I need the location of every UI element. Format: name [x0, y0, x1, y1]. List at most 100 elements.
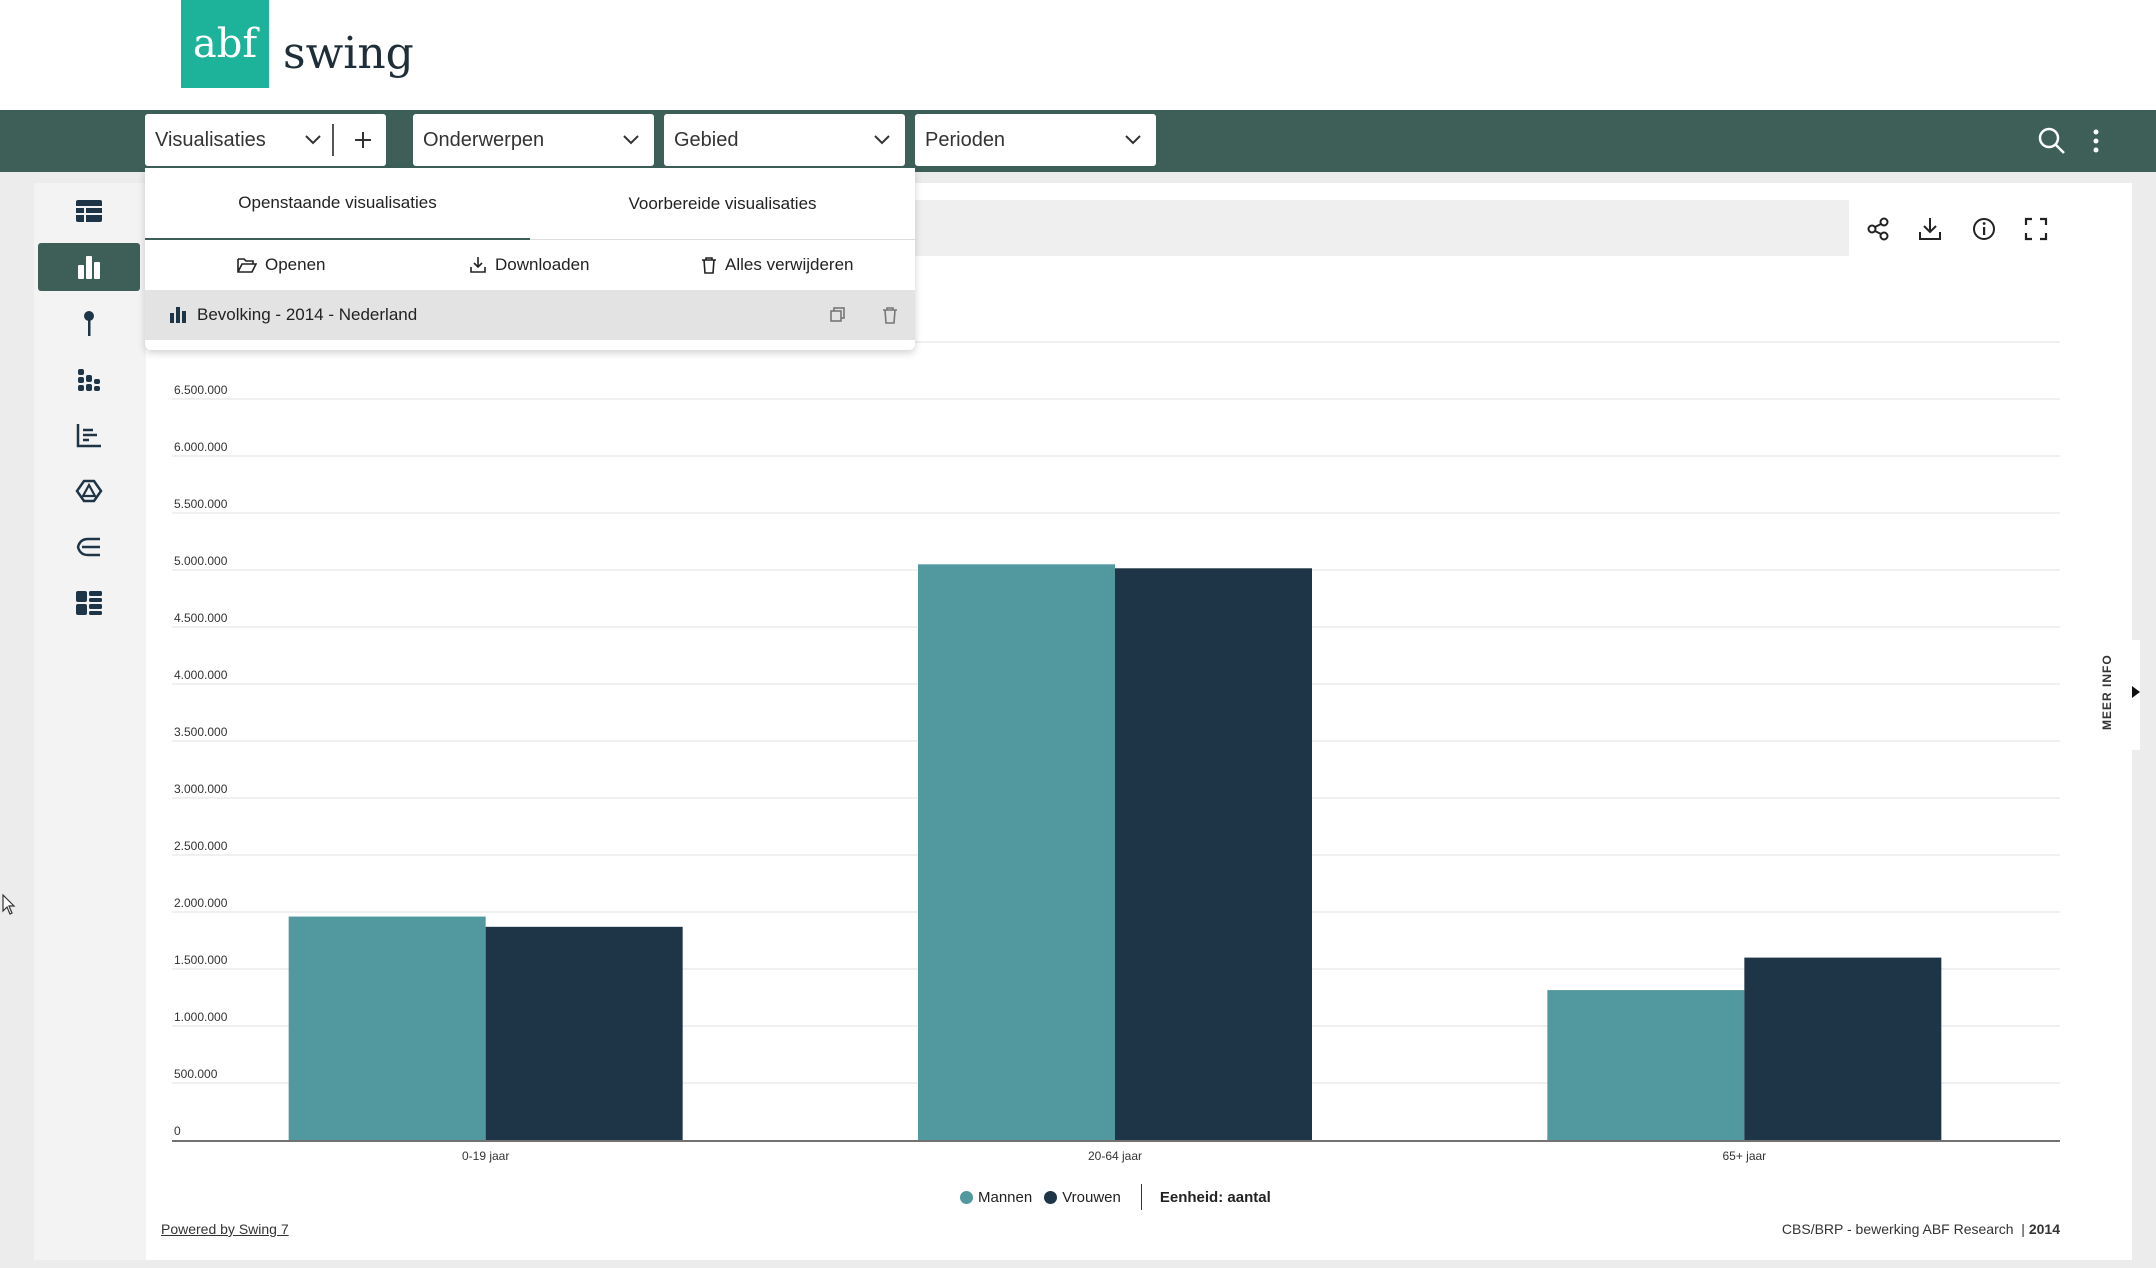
mouse-cursor-icon [2, 894, 16, 915]
bar-vrouwen-1 [1115, 568, 1312, 1140]
popup-actions: Openen Downloaden Alles verwijderen [145, 240, 915, 290]
search-icon[interactable] [2036, 125, 2068, 157]
sidebar-item-map[interactable] [38, 299, 140, 347]
sidebar-item-triangle[interactable] [38, 467, 140, 515]
source-year: 2014 [2028, 1221, 2060, 1237]
powered-by-link[interactable]: Powered by Swing 7 [161, 1221, 289, 1237]
legend-item-vrouwen[interactable]: Vrouwen [1044, 1189, 1121, 1206]
trash-icon[interactable] [879, 304, 901, 326]
download-icon[interactable] [1916, 215, 1944, 243]
y-tick-label: 1.500.000 [174, 953, 228, 967]
meer-info-label: MEER INFO [2100, 654, 2114, 730]
legend-swatch-mannen [960, 1190, 973, 1204]
meer-info-tab[interactable]: MEER INFO [2096, 640, 2140, 750]
bar-chart-icon [170, 307, 186, 323]
stacked-bar-icon [78, 369, 100, 391]
y-tick-label: 5.500.000 [174, 497, 228, 511]
visualisation-type-sidebar [34, 183, 146, 1260]
x-tick-label: 65+ jaar [1722, 1149, 1766, 1163]
y-tick-label: 2.000.000 [174, 896, 228, 910]
perioden-dropdown[interactable]: Perioden [915, 114, 1156, 166]
open-label: Openen [265, 255, 326, 274]
add-visualisation-button[interactable] [345, 122, 381, 158]
sidebar-item-stacked-bar[interactable] [38, 355, 140, 403]
sidebar-item-sankey[interactable] [38, 523, 140, 571]
bar-mannen-1 [918, 564, 1115, 1140]
gebied-dropdown[interactable]: Gebied [664, 114, 905, 166]
app-header: abf swing [0, 0, 2156, 110]
y-tick-label: 3.000.000 [174, 782, 228, 796]
more-vert-icon[interactable] [2080, 125, 2112, 157]
sidebar-item-line-chart[interactable] [38, 411, 140, 459]
download-icon [470, 257, 486, 273]
y-tick-label: 4.500.000 [174, 611, 228, 625]
gebied-label: Gebied [674, 128, 739, 151]
x-tick-label: 0-19 jaar [462, 1149, 509, 1163]
logo-mark: abf [192, 21, 258, 67]
chevron-down-icon [874, 135, 890, 145]
visualisation-title-bar[interactable] [905, 200, 1849, 256]
chevron-down-icon [1125, 135, 1141, 145]
y-tick-label: 4.000.000 [174, 668, 228, 682]
bar-mannen-2 [1547, 990, 1745, 1140]
bar-chart-icon [78, 256, 100, 279]
visualisaties-popup: Openstaande visualisaties Voorbereide vi… [145, 168, 915, 350]
legend-label-vrouwen: Vrouwen [1062, 1188, 1121, 1206]
tab-openstaande[interactable]: Openstaande visualisaties [145, 168, 530, 240]
logo-text: swing [283, 28, 414, 79]
sidebar-item-dashboard[interactable] [38, 579, 140, 627]
download-label: Downloaden [495, 255, 590, 274]
open-button[interactable]: Openen [237, 240, 326, 290]
legend-swatch-vrouwen [1044, 1190, 1058, 1204]
delete-all-label: Alles verwijderen [725, 255, 854, 274]
chart-legend: Mannen Vrouwen Eenheid: aantal [960, 1184, 1271, 1210]
table-icon [76, 200, 102, 222]
sankey-icon [76, 537, 100, 557]
chevron-down-icon [623, 135, 639, 145]
dropdown-separator [332, 124, 334, 156]
y-tick-label: 0 [174, 1124, 181, 1138]
x-tick-label: 20-64 jaar [1088, 1149, 1142, 1163]
tab-voorbereide[interactable]: Voorbereide visualisaties [628, 194, 817, 213]
delete-all-button[interactable]: Alles verwijderen [701, 240, 854, 290]
map-pin-icon [84, 311, 94, 336]
info-icon[interactable] [1970, 215, 1998, 243]
bar-mannen-0 [288, 916, 486, 1140]
dashboard-icon [76, 591, 102, 615]
trash-icon [702, 257, 716, 274]
navbar: Visualisaties Onderwerpen Gebied Periode… [0, 110, 2156, 172]
line-chart-icon [76, 424, 101, 448]
share-icon[interactable] [1864, 215, 1892, 243]
abf-logo[interactable]: abf [181, 0, 269, 88]
bar-vrouwen-2 [1744, 957, 1942, 1140]
chevron-down-icon [305, 135, 321, 145]
source-text: CBS/BRP - bewerking ABF Research | 2014 [1781, 1221, 2060, 1237]
plus-icon [355, 132, 371, 148]
perioden-label: Perioden [925, 128, 1006, 151]
y-tick-label: 6.000.000 [174, 440, 228, 454]
onderwerpen-dropdown[interactable]: Onderwerpen [413, 114, 654, 166]
sidebar-item-bar-chart[interactable] [38, 243, 140, 291]
y-tick-label: 6.500.000 [174, 383, 228, 397]
sidebar-item-table[interactable] [38, 187, 140, 235]
folder-open-icon [237, 258, 257, 273]
visualisaties-label: Visualisaties [155, 128, 266, 151]
visualisaties-dropdown[interactable]: Visualisaties [145, 114, 386, 166]
bar-chart: 0 500.000 1.000.000 1.500.000 2.000.000 2.500… [172, 341, 2060, 1163]
caret-right-icon [2132, 686, 2140, 698]
source-label: CBS/BRP - bewerking ABF Research [1781, 1221, 2014, 1237]
legend-item-mannen[interactable]: Mannen [960, 1189, 1032, 1206]
y-tick-label: 1.000.000 [174, 1010, 228, 1024]
unit-label: Eenheid: aantal [1159, 1188, 1271, 1206]
y-tick-label: 5.000.000 [174, 554, 228, 568]
fullscreen-icon[interactable] [2022, 215, 2050, 243]
list-item[interactable]: Bevolking - 2014 - Nederland [145, 290, 915, 340]
y-tick-label: 500.000 [174, 1067, 218, 1081]
triangle-chart-icon [75, 479, 103, 503]
download-button[interactable]: Downloaden [469, 240, 590, 290]
duplicate-icon[interactable] [827, 304, 849, 326]
onderwerpen-label: Onderwerpen [423, 128, 545, 151]
legend-label-mannen: Mannen [978, 1188, 1033, 1206]
visualisation-name: Bevolking - 2014 - Nederland [197, 305, 418, 324]
popup-tabs: Openstaande visualisaties Voorbereide vi… [145, 168, 915, 240]
